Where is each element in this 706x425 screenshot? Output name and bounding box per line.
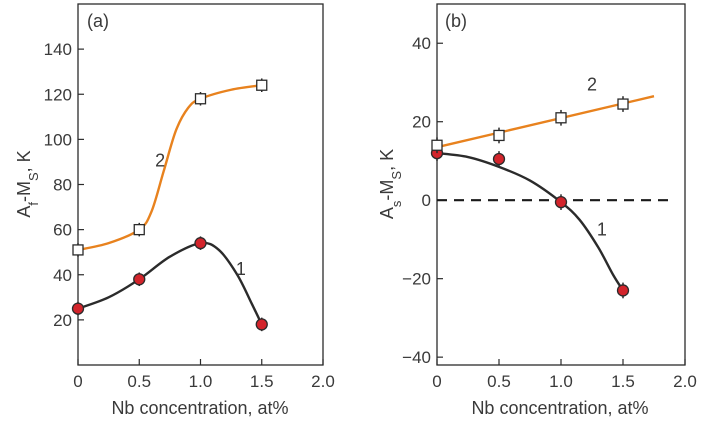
series-2-point	[133, 223, 145, 236]
series-1-point	[194, 237, 207, 250]
x-tick-label: 0.5	[487, 372, 511, 391]
x-tick-label: 1.5	[611, 372, 635, 391]
y-tick-label: −20	[402, 270, 431, 289]
series-1-curve	[77, 241, 263, 325]
chart-panel-b: (b) 0 0.5 1.0 1.5 2.0 −40 −20 0 20 40 1 2 Nb conce…	[377, 3, 697, 418]
series-2-point	[256, 79, 268, 91]
plot-frame-a	[77, 3, 324, 366]
x-tick-label: 0.5	[127, 372, 151, 391]
series-1-point	[554, 196, 568, 209]
plot-frame-b	[436, 3, 686, 366]
y-tick-label: 140	[44, 40, 72, 59]
panel-label-b: (b)	[445, 11, 467, 31]
y-tick-label: 120	[44, 85, 72, 104]
x-tick-label: 1.0	[549, 372, 573, 391]
series-2-point	[555, 112, 567, 124]
x-tick-label: 2.0	[673, 372, 697, 391]
y-tick-label: 40	[412, 34, 431, 53]
y-axis-title-a: Af-MS, K	[14, 150, 41, 217]
x-tick-label: 0	[73, 372, 82, 391]
y-tick-label: 0	[422, 191, 431, 210]
y-axis-title-b: As-MS, K	[377, 149, 404, 219]
series-1-point	[255, 318, 268, 331]
x-axis-title-a: Nb concentration, at%	[111, 398, 288, 418]
series-1-point	[71, 302, 85, 315]
x-tick-label: 1.0	[189, 372, 213, 391]
series-label-2: 2	[587, 74, 597, 94]
y-tick-label: 20	[53, 311, 72, 330]
x-tick-label: 0	[432, 372, 441, 391]
x-axis-title-b: Nb concentration, at%	[471, 398, 648, 418]
series-1-point	[492, 152, 506, 166]
series-label-1: 1	[597, 220, 607, 240]
series-2-point	[72, 244, 84, 256]
series-1-point	[616, 284, 630, 297]
series-2-point	[493, 129, 505, 142]
series-label-1: 1	[236, 259, 246, 279]
y-tick-label: −40	[402, 348, 431, 367]
series-1-point	[133, 273, 146, 286]
y-tick-label: 100	[44, 130, 72, 149]
series-2-point	[194, 93, 207, 105]
chart-panel-a: (a) 0 0.5 1.0 1.5 2.0 20 40 60 80 100 120 140 1 2 Nb…	[14, 3, 335, 418]
x-tick-label: 1.5	[250, 372, 274, 391]
series-1-curve	[436, 151, 625, 292]
y-tick-label: 80	[53, 176, 72, 195]
series-2-point	[617, 98, 629, 110]
series-label-2: 2	[155, 150, 165, 170]
panel-label-a: (a)	[87, 11, 109, 31]
series-2-point	[431, 139, 443, 151]
series-2-curve	[77, 84, 262, 252]
y-tick-label: 60	[53, 221, 72, 240]
y-tick-label: 40	[53, 266, 72, 285]
x-tick-label: 2.0	[311, 372, 335, 391]
y-tick-label: 20	[412, 113, 431, 132]
